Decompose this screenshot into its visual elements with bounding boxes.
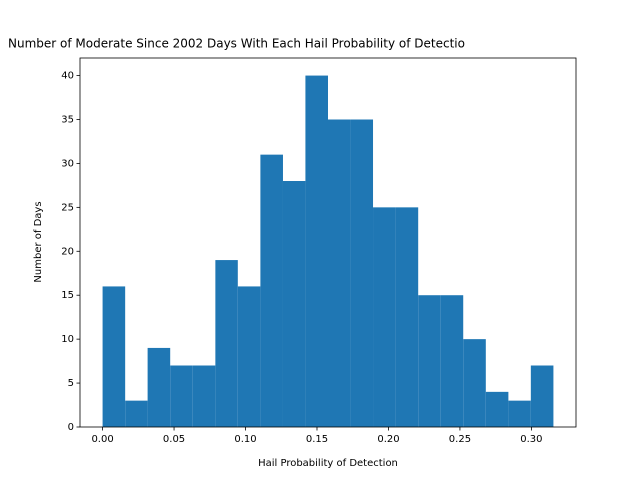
x-tick-label: 0.30 [520, 434, 542, 445]
x-tick-label: 0.00 [91, 434, 113, 445]
y-tick-label: 20 [61, 246, 74, 257]
chart-title: Number of Moderate Since 2002 Days With … [8, 37, 465, 51]
x-tick-label: 0.25 [449, 434, 471, 445]
bar [125, 400, 148, 427]
bar [440, 295, 464, 427]
bar [373, 207, 396, 427]
bar [147, 347, 171, 427]
x-axis-label: Hail Probability of Detection [258, 458, 398, 469]
y-tick-label: 5 [68, 378, 74, 389]
bar [192, 365, 216, 427]
x-tick-label: 0.05 [163, 434, 185, 445]
x-tick-label: 0.10 [234, 434, 256, 445]
bar [328, 119, 351, 427]
bar [170, 365, 193, 427]
y-tick-label: 30 [61, 158, 74, 169]
y-axis-label: Number of Days [33, 201, 44, 282]
y-tick-label: 10 [61, 334, 74, 345]
y-tick-label: 25 [61, 202, 74, 213]
bar [418, 295, 441, 427]
bar [260, 154, 283, 427]
bar [508, 400, 531, 427]
bar [282, 181, 306, 427]
bar [485, 391, 509, 427]
bar [530, 365, 554, 427]
bar [237, 286, 261, 427]
y-tick-label: 35 [61, 115, 74, 126]
x-tick-label: 0.15 [306, 434, 328, 445]
y-tick-label: 15 [61, 290, 74, 301]
bar [463, 339, 486, 427]
bar [305, 75, 328, 428]
y-tick-label: 40 [61, 71, 74, 82]
bar [102, 286, 126, 427]
plot-frame [79, 57, 577, 428]
bar [350, 119, 374, 427]
x-tick-label: 0.20 [377, 434, 399, 445]
y-tick-label: 0 [68, 422, 74, 433]
bar [395, 207, 419, 427]
bar [215, 260, 238, 427]
